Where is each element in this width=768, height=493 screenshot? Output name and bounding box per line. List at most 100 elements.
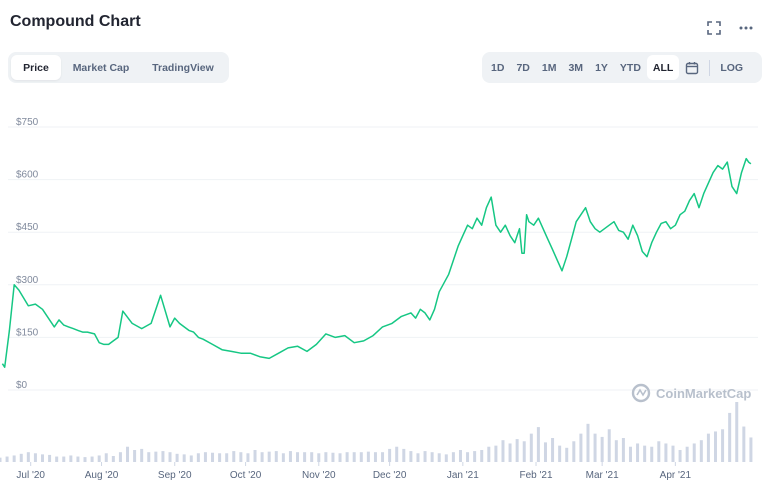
x-tick-label: Sep '20: [158, 470, 192, 481]
tab-price[interactable]: Price: [11, 55, 61, 80]
price-line: [1, 157, 752, 368]
range-1m[interactable]: 1M: [541, 61, 557, 74]
volume-bar: [593, 433, 597, 462]
volume-bar: [416, 453, 420, 462]
volume-bar: [359, 452, 363, 462]
volume-bar: [76, 456, 80, 462]
volume-bar: [381, 452, 385, 462]
volume-bar: [338, 453, 342, 462]
volume-bar: [636, 443, 640, 462]
x-tick-label: Apr '21: [660, 470, 692, 481]
log-toggle[interactable]: LOG: [720, 61, 744, 74]
price-chart: $750 $600 $450 $300 $150 $0 CoinMarketCap Jul…: [0, 117, 758, 481]
range-divider: [709, 59, 711, 76]
volume-bar: [352, 452, 356, 462]
volume-bar: [104, 453, 108, 462]
volume-bar: [111, 456, 115, 462]
range-3m[interactable]: 3M: [568, 61, 584, 74]
volume-bar: [706, 433, 710, 462]
volume-bar: [345, 452, 349, 462]
volume-bar: [614, 440, 618, 462]
y-tick-label: $750: [16, 117, 39, 128]
volume-bar: [69, 455, 73, 462]
volume-bar: [26, 452, 30, 462]
volume-bar: [529, 433, 533, 462]
volume-bar: [480, 450, 484, 462]
volume-bar: [260, 452, 264, 462]
y-tick-label: $0: [16, 380, 28, 391]
volume-bar: [692, 443, 696, 462]
volume-bar: [253, 450, 257, 462]
volume-bar: [565, 447, 569, 462]
volume-bar: [501, 440, 505, 462]
volume-bar: [466, 452, 470, 462]
volume-bar: [572, 441, 576, 462]
volume-bar: [388, 448, 392, 462]
volume-bar: [735, 402, 739, 462]
watermark-text: CoinMarketCap: [656, 386, 751, 401]
volume-bar: [494, 445, 498, 462]
volume-bar: [671, 445, 675, 462]
volume-bar: [232, 451, 236, 462]
volume-bar: [12, 455, 16, 462]
volume-bar: [211, 452, 215, 462]
volume-bar: [310, 452, 314, 462]
grid-lines: [8, 126, 758, 391]
volume-bar: [246, 453, 250, 462]
volume-bar: [296, 452, 300, 462]
volume-bar: [451, 452, 455, 462]
volume-bar: [699, 440, 703, 462]
x-tick-label: Nov '20: [302, 470, 336, 481]
x-tick-label: Jul '20: [16, 470, 45, 481]
x-tick-label: Mar '21: [586, 470, 619, 481]
volume-bar: [182, 454, 186, 462]
volume-bar: [317, 453, 321, 462]
x-axis: Jul '20 Aug '20 Sep '20 Oct '20 Nov '20 Dec '…: [16, 462, 691, 481]
x-tick-label: Jan '21: [447, 470, 479, 481]
volume-bar: [558, 445, 562, 462]
volume-bar: [607, 429, 611, 462]
volume-bar: [19, 453, 23, 462]
volume-bar: [551, 438, 555, 462]
volume-bar: [0, 457, 2, 462]
volume-bar: [303, 452, 307, 462]
calendar-icon[interactable]: [679, 55, 705, 80]
range-7d[interactable]: 7D: [516, 61, 530, 74]
volume-bar: [508, 443, 512, 462]
volume-bar: [281, 453, 285, 462]
volume-bar: [126, 446, 130, 462]
page-title: Compound Chart: [10, 13, 141, 30]
range-1d[interactable]: 1D: [491, 61, 505, 74]
volume-bar: [522, 441, 526, 462]
volume-bar: [147, 452, 151, 462]
volume-bar: [402, 448, 406, 462]
fullscreen-icon[interactable]: [702, 16, 726, 40]
y-tick-label: $300: [16, 275, 39, 286]
volume-bar: [324, 452, 328, 462]
volume-bar: [133, 450, 137, 462]
volume-bar: [118, 452, 122, 462]
volume-bar: [678, 450, 682, 462]
volume-bar: [409, 451, 413, 462]
volume-bar: [536, 427, 540, 462]
volume-bar: [749, 437, 753, 462]
range-all[interactable]: ALL: [646, 55, 680, 80]
tab-tradingview[interactable]: TradingView: [152, 61, 214, 74]
volume-bar: [742, 426, 746, 462]
range-ytd[interactable]: YTD: [619, 61, 641, 74]
x-tick-label: Aug '20: [85, 470, 119, 481]
volume-bar: [331, 452, 335, 462]
volume-bar: [175, 453, 179, 462]
x-tick-label: Feb '21: [520, 470, 553, 481]
x-tick-label: Dec '20: [373, 470, 407, 481]
volume-bar: [189, 455, 193, 462]
volume-bar: [473, 451, 477, 462]
chart-tabs: Price Market Cap TradingView: [8, 52, 229, 83]
volume-bar: [203, 452, 207, 462]
more-icon[interactable]: [734, 16, 758, 40]
range-1y[interactable]: 1Y: [595, 61, 608, 74]
volume-bar: [154, 451, 158, 462]
tab-market-cap[interactable]: Market Cap: [72, 61, 130, 74]
y-axis: $750 $600 $450 $300 $150 $0: [16, 117, 39, 391]
volume-bar: [90, 456, 94, 462]
